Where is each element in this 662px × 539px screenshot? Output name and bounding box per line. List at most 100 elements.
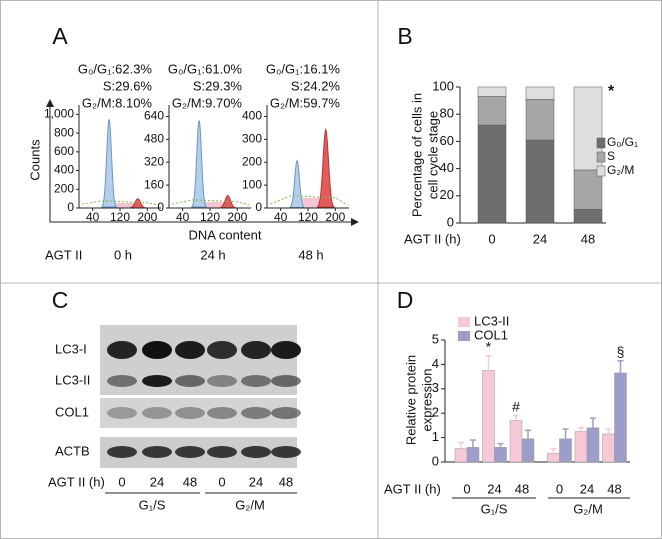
bar <box>509 420 523 463</box>
x-tick-label: 120 <box>200 210 220 224</box>
x-tick-label: 200 <box>227 210 247 224</box>
y-tick-label: 200 <box>242 154 262 168</box>
panel-label: A <box>52 23 68 49</box>
row-label: COL1 <box>55 404 89 419</box>
bar <box>614 372 627 463</box>
g1-peak <box>101 119 118 208</box>
y-tick-label: 400 <box>242 109 262 123</box>
condition-label: AGT II (h) <box>48 474 105 489</box>
lane-label: 0 <box>118 474 125 489</box>
y-tick-label: 160 <box>144 177 164 191</box>
x-tick-label: 200 <box>325 210 345 224</box>
band <box>207 341 237 359</box>
group-label: G₁/S <box>139 497 166 512</box>
bar-segment <box>573 169 603 210</box>
bar <box>559 438 572 463</box>
legend-label: G₂/M <box>607 163 634 177</box>
bar-segment <box>525 86 555 100</box>
band <box>241 375 271 387</box>
bar <box>602 433 615 463</box>
legend-swatch <box>596 137 606 149</box>
y-tick-label: 60 <box>440 133 454 148</box>
bar-segment <box>477 96 507 126</box>
y-tick-label: 80 <box>440 106 454 121</box>
x-axis-label: AGT II (h) <box>384 481 441 496</box>
band <box>107 407 137 419</box>
y-tick-label: 640 <box>144 109 164 123</box>
group-label: G₁/S <box>481 501 508 516</box>
fit-line <box>270 195 348 206</box>
y-tick-label: 4 <box>432 356 439 371</box>
phase-stat: G₀/G₁:16.1% <box>266 61 341 76</box>
annotation: # <box>512 398 520 414</box>
bar <box>521 438 535 463</box>
band <box>142 407 172 419</box>
band <box>107 446 137 458</box>
y-tick-label: 1,000 <box>44 107 74 121</box>
band <box>142 446 172 458</box>
y-tick-label: 200 <box>54 181 74 195</box>
band <box>271 375 301 387</box>
y-axis-label: Relative protein <box>403 355 418 445</box>
y-axis-label: Percentage of cells in <box>409 93 424 217</box>
annotation: * <box>608 83 615 100</box>
g2-peak <box>316 127 336 208</box>
y-tick-label: 0 <box>157 200 164 214</box>
phase-stat: G₂/M:9.70% <box>172 95 243 110</box>
bar-segment <box>525 139 555 224</box>
bar <box>466 447 480 463</box>
band <box>175 407 205 419</box>
lane-label: 0 <box>218 474 225 489</box>
y-tick-label: 100 <box>432 78 454 93</box>
legend-swatch <box>458 331 470 341</box>
y-tick-label: 100 <box>242 177 262 191</box>
group-label: G₂/M <box>573 501 603 516</box>
x-tick-label: 200 <box>137 210 157 224</box>
band <box>271 407 301 419</box>
bar-segment <box>573 209 603 224</box>
band <box>207 446 237 458</box>
lane-label: 24 <box>249 474 263 489</box>
legend-swatch <box>458 317 470 327</box>
band <box>175 446 205 458</box>
x-tick-label: 48 <box>581 231 595 246</box>
y-tick-label: 600 <box>54 144 74 158</box>
phase-stat: S:29.3% <box>193 78 243 93</box>
bar <box>586 427 600 463</box>
x-tick-label: 40 <box>176 210 190 224</box>
panel-label: B <box>397 23 412 49</box>
y-tick-label: 3 <box>432 380 439 395</box>
y-tick-label: 800 <box>54 125 74 139</box>
y-tick-label: 5 <box>432 331 439 346</box>
lane-label: 48 <box>279 474 293 489</box>
bar-segment <box>477 86 507 97</box>
phase-stat: G₀/G₁:61.0% <box>168 61 243 76</box>
phase-stat: G₂/M:59.7% <box>270 95 341 110</box>
phase-stat: S:29.6% <box>103 78 153 93</box>
y-tick-label: 300 <box>242 132 262 146</box>
condition-label: AGT II <box>45 247 82 262</box>
band <box>107 341 137 359</box>
x-tick-label: 24 <box>533 231 547 246</box>
y-tick-label: 0 <box>67 200 74 214</box>
annotation: * <box>486 339 492 355</box>
y-tick-label: 0 <box>255 200 262 214</box>
y-tick-label: 40 <box>440 160 454 175</box>
y-tick-label: 0 <box>447 214 454 229</box>
time-label: 24 h <box>200 247 225 262</box>
phase-stat: G₀/G₁:62.3% <box>78 61 153 76</box>
lane-label: 48 <box>183 474 197 489</box>
x-tick-label: 48 <box>607 481 621 496</box>
annotation: § <box>617 343 625 359</box>
bar <box>574 431 588 463</box>
g1-peak <box>288 159 306 208</box>
legend-label: COL1 <box>474 327 508 342</box>
legend-swatch <box>596 151 606 163</box>
band <box>241 341 271 359</box>
phase-stat: S:24.2% <box>291 78 341 93</box>
band <box>207 407 237 419</box>
band <box>207 375 237 387</box>
g1-peak <box>191 120 208 208</box>
x-tick-label: 120 <box>298 210 318 224</box>
time-label: 48 h <box>298 247 323 262</box>
